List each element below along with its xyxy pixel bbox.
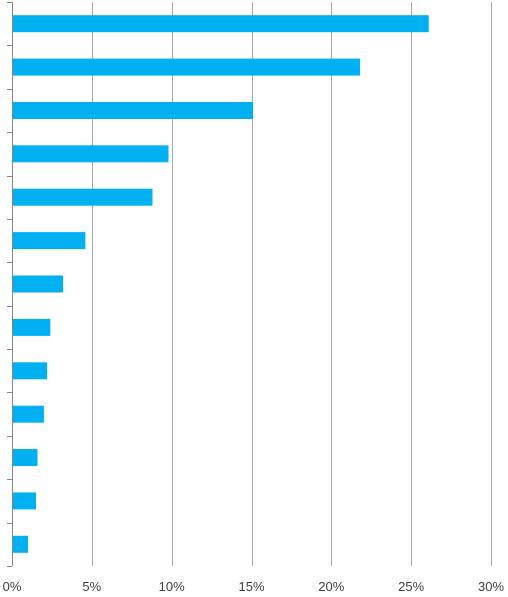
x-tick-label: 0% — [3, 579, 22, 594]
bar-4 — [13, 145, 169, 163]
bars — [13, 15, 429, 553]
x-tick-label: 30% — [478, 579, 504, 594]
bar-1 — [13, 15, 429, 33]
x-tick-label: 25% — [398, 579, 424, 594]
bar-2 — [13, 58, 361, 76]
gridlines — [92, 2, 492, 566]
bar-13 — [13, 535, 28, 553]
bar-5 — [13, 188, 153, 206]
bar-12 — [13, 492, 36, 510]
x-tick-label: 10% — [159, 579, 185, 594]
x-tick-labels: 0% 5% 10% 15% 20% 25% 30% — [3, 579, 505, 594]
bar-11 — [13, 449, 38, 466]
bar-3 — [13, 102, 254, 119]
bar-8 — [13, 318, 51, 336]
axes — [7, 2, 13, 567]
bar-7 — [13, 275, 64, 293]
bar-6 — [13, 232, 86, 250]
x-tick-label: 5% — [82, 579, 101, 594]
x-tick-label: 20% — [318, 579, 344, 594]
x-tick-label: 15% — [238, 579, 264, 594]
bar-9 — [13, 362, 48, 380]
bar-10 — [13, 405, 44, 423]
